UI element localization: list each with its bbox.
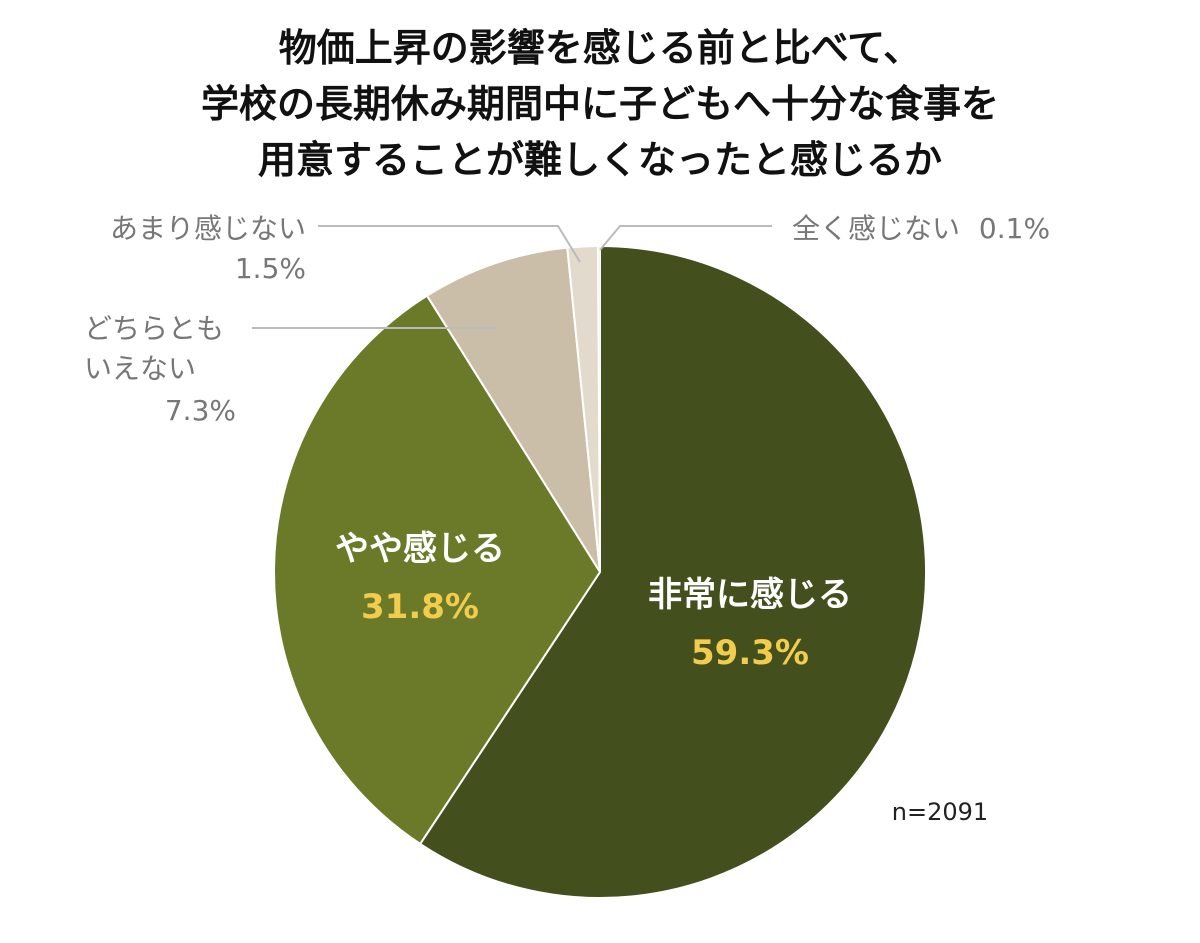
leader-lines [252, 225, 772, 329]
label-mattaku-kanjinai: 全く感じない 0.1% [792, 212, 1050, 245]
value-yaya-kanjiru: 31.8% [361, 587, 479, 627]
label-amari-kanjinai: あまり感じない [110, 212, 306, 245]
pie-slices [273, 244, 927, 899]
slice-yaya-kanjiru [273, 294, 602, 846]
value-mattaku-kanjinai: 0.1% [979, 212, 1050, 245]
value-hijou-ni-kanjiru: 59.3% [691, 633, 809, 673]
label-dochira-line-2: いえない [84, 352, 196, 385]
value-dochira-tomo-ienai: 7.3% [165, 394, 236, 427]
leader-line-mattaku [599, 225, 772, 251]
slice-mattaku-kanjinai [597, 245, 601, 573]
chart-title: 物価上昇の影響を感じる前と比べて、 学校の長期休み期間中に子どもへ十分な食事を … [0, 20, 1200, 188]
slice-hijou-ni-kanjiru [418, 244, 927, 899]
title-line-3: 用意することが難しくなったと感じるか [257, 138, 942, 182]
label-dochira-line-1: どちらとも [84, 312, 224, 345]
leader-line-amari [318, 225, 581, 263]
label-mattaku-kanjinai-text: 全く感じない [792, 212, 960, 245]
label-hijou-ni-kanjiru: 非常に感じる [648, 575, 852, 615]
label-yaya-kanjiru: やや感じる [335, 529, 505, 569]
title-line-1: 物価上昇の影響を感じる前と比べて、 [278, 26, 922, 70]
title-line-2: 学校の長期休み期間中に子どもへ十分な食事を [200, 82, 999, 126]
value-amari-kanjinai: 1.5% [235, 252, 306, 285]
sample-size-label: n=2091 [892, 798, 988, 826]
